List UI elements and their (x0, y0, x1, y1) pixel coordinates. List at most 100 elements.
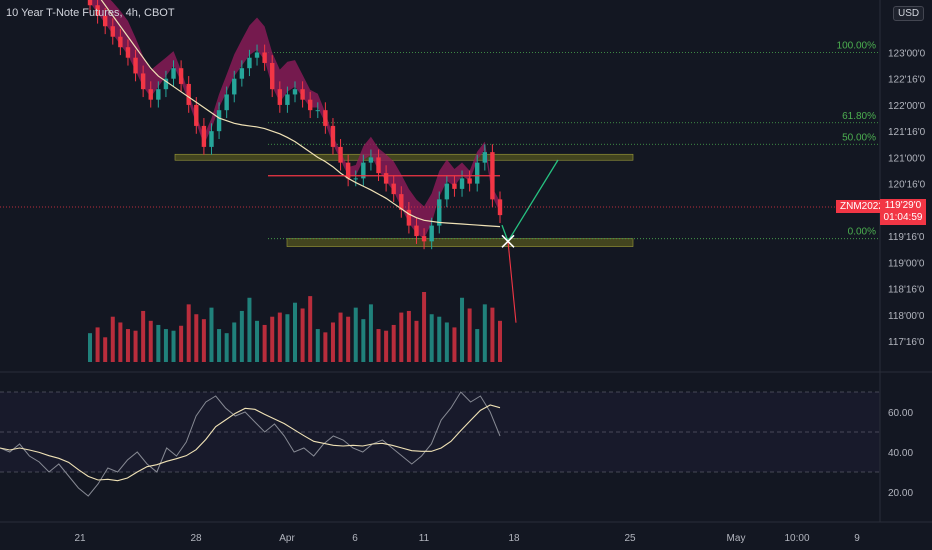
fib-label: 100.00% (837, 40, 877, 51)
candle-body (383, 173, 389, 184)
volume-bar (179, 325, 184, 362)
time-tick-label: 18 (508, 533, 520, 544)
volume-bar (384, 330, 389, 362)
candle-body (437, 199, 442, 226)
candle-body (156, 89, 161, 100)
volume-bar (498, 320, 502, 362)
candle-body (323, 110, 328, 126)
bullish-projection (507, 159, 559, 242)
volume-bar (361, 319, 366, 362)
volume-bar (156, 324, 161, 362)
candle-body (262, 52, 267, 63)
candle-body (414, 225, 419, 237)
candle-body (171, 68, 176, 79)
candle-body (277, 89, 283, 105)
volume-bar (315, 329, 320, 362)
time-tick-label: 9 (854, 533, 860, 544)
volume-bar (110, 316, 115, 362)
chart-title: 10 Year T-Note Futures, 4h, CBOT (6, 7, 175, 19)
volume-bar (490, 307, 495, 362)
candle-body (482, 152, 488, 163)
price-tick-label: 117'16'0 (888, 337, 925, 348)
volume-bar (224, 333, 229, 362)
price-tick-label: 122'16'0 (888, 75, 926, 86)
volume-bar (452, 327, 457, 362)
volume-bar (293, 302, 297, 362)
ichimoku-cloud (90, 0, 500, 239)
volume-bar (133, 330, 138, 362)
fib-label: 61.80% (842, 111, 876, 122)
candle-body (330, 125, 336, 147)
rsi-line (0, 391, 501, 497)
volume-bar (482, 304, 487, 362)
volume-bar (429, 314, 434, 362)
volume-bar (475, 329, 480, 362)
time-tick-label: 25 (624, 533, 636, 544)
volume-bar (422, 292, 427, 362)
volume-bar (255, 320, 260, 362)
candle-body (186, 83, 191, 105)
candle-body (307, 99, 313, 111)
annotations (0, 159, 880, 323)
candle-body (452, 183, 457, 189)
volume-bar (201, 319, 206, 362)
fib-label: 50.00% (842, 132, 876, 143)
candle-body (467, 178, 472, 184)
volume-bar (330, 322, 335, 362)
volume-bar (460, 297, 465, 362)
price-tick-label: 118'16'0 (888, 285, 925, 296)
candle-body (163, 78, 169, 90)
cloud-area (90, 0, 500, 239)
rsi-tick-label: 40.00 (888, 448, 913, 459)
rsi-pane: 60.00 40.00 20.00 (0, 391, 913, 499)
volume-bar (406, 310, 411, 362)
time-tick-label: 6 (352, 533, 358, 544)
volume-bar (247, 297, 252, 362)
volume-bar (277, 312, 282, 362)
last-price: 119'29'0 (884, 200, 922, 211)
volume-bar (300, 308, 305, 362)
cross-marker (501, 234, 515, 248)
candle-body (285, 94, 290, 105)
volume-bar (194, 314, 199, 362)
volume-bars (88, 292, 502, 362)
volume-bar (171, 330, 176, 362)
candle-body (361, 162, 366, 179)
volume-bar (368, 304, 373, 362)
candle-body (102, 15, 108, 27)
price-axis[interactable]: 117'16'0 118'00'0 118'16'0 119'00'0 119'16'0… (888, 48, 926, 348)
volume-bar (399, 312, 404, 362)
candle-body (300, 89, 305, 100)
price-tick-label: 121'00'0 (888, 153, 926, 164)
currency-badge[interactable]: USD (893, 6, 925, 21)
volume-bar (346, 316, 351, 362)
volume-bar (353, 307, 358, 362)
candle-body (391, 183, 396, 195)
time-axis[interactable]: 21 28 Apr 6 11 18 25 May 10:00 9 (74, 533, 860, 544)
volume-bar (186, 304, 191, 362)
volume-bar (209, 307, 214, 362)
candle-body (368, 157, 374, 163)
candles (87, 0, 503, 250)
candle-body (497, 199, 503, 216)
candle-body (254, 52, 260, 58)
candle-body (459, 178, 465, 189)
volume-bar (414, 320, 419, 362)
candle-body (406, 209, 412, 226)
candle-body (247, 57, 252, 69)
volume-bar (467, 308, 472, 362)
candle-body (475, 162, 480, 184)
time-tick-label: 21 (74, 533, 86, 544)
zone-support (286, 238, 634, 247)
time-tick-label: May (727, 533, 746, 544)
candle-body (140, 73, 146, 90)
volume-bar (391, 324, 396, 362)
candle-body (224, 94, 229, 111)
time-tick-label: 10:00 (784, 533, 809, 544)
candle-body (209, 131, 214, 147)
candle-body (110, 26, 115, 37)
candle-body (194, 104, 199, 126)
price-tag: 119'29'0 01:04:59 (880, 199, 926, 225)
candle-body (95, 5, 100, 16)
